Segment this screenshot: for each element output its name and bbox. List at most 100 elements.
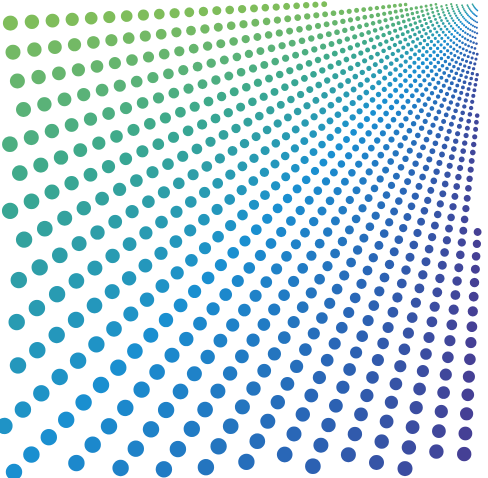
halftone-dot: [133, 381, 150, 398]
halftone-dot: [280, 377, 295, 391]
halftone-dot: [403, 2, 408, 7]
halftone-dot: [403, 116, 409, 122]
halftone-dot: [418, 125, 425, 131]
halftone-dot: [296, 63, 304, 71]
halftone-dot: [28, 299, 46, 317]
halftone-dot: [410, 121, 417, 127]
halftone-dot: [472, 51, 475, 55]
halftone-dot: [153, 8, 165, 20]
halftone-dot: [473, 25, 476, 28]
halftone-dot: [333, 186, 342, 196]
halftone-dot: [469, 28, 472, 32]
halftone-dot: [397, 163, 405, 171]
halftone-dot: [206, 302, 220, 316]
halftone-dot: [475, 15, 478, 18]
halftone-dot: [45, 13, 60, 28]
halftone-dot: [384, 395, 398, 409]
halftone-dot: [305, 287, 317, 299]
halftone-dot: [409, 7, 413, 11]
halftone-dot: [464, 75, 468, 79]
halftone-dot: [334, 126, 342, 134]
halftone-dot: [130, 75, 143, 88]
halftone-dot: [447, 30, 451, 34]
halftone-dot: [393, 129, 400, 136]
halftone-dot: [414, 6, 418, 10]
halftone-dot: [340, 177, 349, 186]
halftone-dot: [447, 73, 451, 78]
halftone-dot: [264, 31, 273, 39]
halftone-dot: [413, 21, 417, 25]
halftone-dot: [354, 42, 361, 48]
halftone-dot: [433, 168, 440, 175]
halftone-dot: [212, 177, 224, 189]
halftone-dot: [188, 284, 202, 298]
halftone-dot: [450, 290, 461, 300]
halftone-dot: [374, 286, 385, 297]
halftone-dot: [328, 337, 341, 350]
halftone-dot: [414, 44, 418, 49]
halftone-dot: [462, 204, 470, 213]
halftone-dot: [375, 51, 380, 57]
halftone-dot: [106, 321, 122, 337]
halftone-dot: [471, 24, 474, 27]
halftone-dot: [435, 30, 439, 34]
halftone-dot: [67, 311, 85, 329]
halftone-dot: [403, 68, 408, 74]
halftone-dot: [272, 3, 280, 11]
halftone-dot: [453, 183, 461, 190]
halftone-dot: [223, 108, 233, 118]
halftone-dot: [275, 70, 284, 79]
halftone-dot: [138, 258, 153, 273]
halftone-dot: [281, 250, 292, 262]
halftone-dot: [464, 31, 467, 34]
halftone-dot: [448, 304, 459, 315]
halftone-dot: [319, 67, 326, 74]
halftone-dot: [375, 35, 380, 40]
halftone-dot: [84, 11, 98, 25]
halftone-dot: [167, 131, 180, 143]
halftone-dot: [420, 34, 424, 39]
halftone-dot: [407, 73, 413, 79]
halftone-dot: [254, 111, 264, 121]
halftone-dot: [117, 399, 134, 417]
halftone-dot: [388, 136, 395, 143]
halftone-dot: [450, 2, 453, 6]
halftone-dot: [323, 53, 330, 60]
halftone-dot: [407, 109, 413, 115]
halftone-dot: [475, 42, 478, 45]
halftone-dot: [110, 130, 123, 143]
halftone-dot: [29, 342, 46, 359]
halftone-dot: [321, 417, 336, 433]
halftone-dot: [429, 301, 440, 312]
halftone-dot: [212, 230, 224, 243]
halftone-dot: [137, 9, 149, 21]
halftone-dot: [348, 169, 356, 177]
halftone-dot: [416, 365, 429, 378]
halftone-dot: [453, 54, 457, 58]
halftone-dot: [431, 11, 435, 14]
halftone-dot: [381, 5, 386, 10]
halftone-dot: [370, 109, 377, 116]
halftone-dot: [122, 32, 135, 44]
halftone-dot: [295, 205, 305, 216]
halftone-dot: [216, 91, 227, 102]
halftone-dot: [216, 39, 226, 49]
halftone-dot: [387, 306, 399, 318]
halftone-dot: [199, 186, 211, 198]
halftone-dot: [400, 14, 405, 18]
halftone-dot: [473, 13, 475, 16]
halftone-dot: [183, 83, 194, 94]
halftone-dot: [473, 82, 478, 87]
halftone-dot: [429, 39, 434, 44]
halftone-dot: [443, 39, 447, 43]
halftone-dot: [462, 140, 468, 146]
halftone-dot: [270, 395, 285, 410]
halftone-dot: [321, 177, 331, 186]
halftone-dot: [364, 77, 370, 83]
halftone-dot: [319, 107, 327, 115]
halftone-dot: [304, 388, 319, 403]
halftone-dot: [387, 181, 396, 190]
halftone-dot: [387, 45, 392, 51]
halftone-dot: [426, 112, 432, 118]
halftone-dot: [435, 46, 440, 51]
